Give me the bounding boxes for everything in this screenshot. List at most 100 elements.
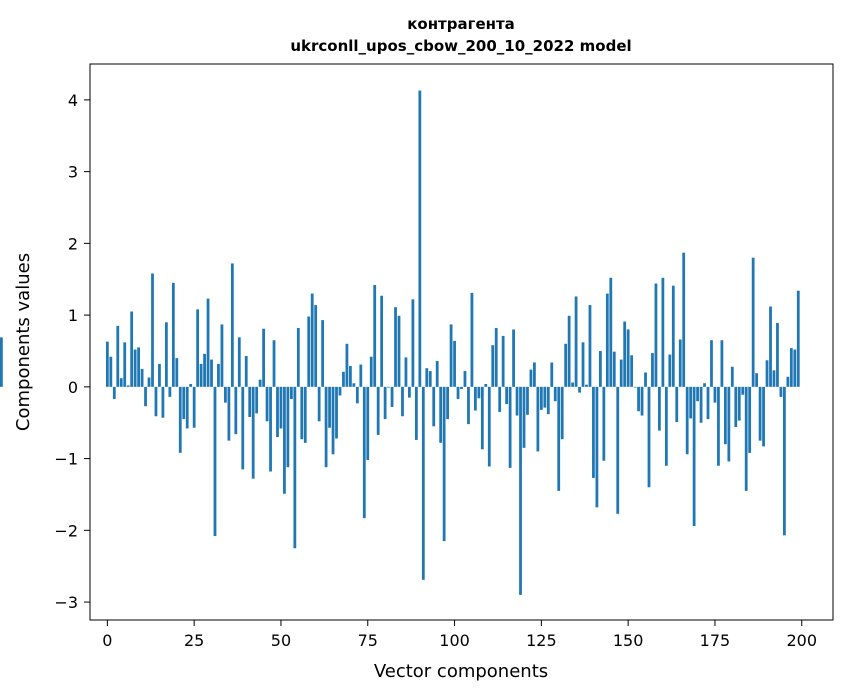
bar-168 [689, 386, 693, 419]
bar-123 [533, 362, 536, 387]
y-tick-label: 0 [68, 378, 78, 397]
bar-159 [658, 386, 661, 431]
bar-17 [164, 322, 168, 387]
bar-136 [578, 386, 581, 393]
bar-91 [421, 386, 425, 580]
bar-102 [460, 386, 463, 389]
bar-45 [262, 328, 265, 387]
bar-9 [137, 347, 140, 387]
x-tick-label: 100 [439, 631, 470, 650]
bar-11 [144, 386, 147, 407]
bar-63 [324, 386, 328, 468]
y-tick-label: −1 [54, 450, 78, 469]
bar-74 [362, 386, 366, 519]
bar-62 [321, 320, 325, 387]
bar-59 [310, 293, 314, 387]
bar-190 [765, 360, 769, 387]
bar-51 [283, 386, 286, 494]
bar-154 [640, 386, 644, 416]
bar-40 [244, 355, 248, 387]
bar-24 [189, 383, 193, 387]
bar-67 [338, 386, 342, 396]
y-axis-label: Components values [13, 253, 34, 431]
bar-175 [713, 386, 717, 403]
bar-105 [470, 292, 474, 387]
x-tick-label: 125 [526, 631, 557, 650]
bar-15 [158, 363, 161, 387]
bar-57 [303, 386, 307, 443]
bar-93 [428, 371, 432, 387]
bar-14 [154, 386, 158, 417]
bar-7 [130, 311, 134, 387]
bar-165 [678, 339, 682, 387]
bar-199 [796, 290, 800, 387]
bar-50 [279, 386, 283, 429]
bar-89 [414, 386, 418, 440]
x-tick-label: 0 [102, 631, 112, 650]
bar-191 [769, 306, 772, 387]
bar-180 [730, 366, 734, 387]
plot-frame [89, 63, 834, 621]
bar-95 [435, 361, 439, 387]
bar-35 [227, 386, 231, 441]
bar-116 [508, 386, 512, 468]
bar-115 [505, 386, 509, 405]
bar-167 [685, 386, 689, 455]
bar-41 [248, 386, 252, 417]
bar-81 [387, 386, 390, 388]
bar-186 [751, 257, 755, 387]
bar-1 [109, 356, 113, 387]
x-axis-ticks: 0 25 50 75 100 125 150 175 200 [102, 620, 817, 650]
bar-132 [564, 343, 568, 387]
bar-161 [664, 386, 668, 466]
bar-109 [484, 383, 488, 387]
bar-129 [553, 386, 557, 402]
bar-179 [727, 386, 731, 462]
x-tick-label: 25 [184, 631, 204, 650]
bar-176 [717, 386, 720, 466]
bar-128 [550, 362, 554, 387]
bar-173 [706, 386, 710, 420]
bar-148 [619, 359, 623, 387]
bar-110 [487, 386, 491, 467]
bar-152 [633, 386, 637, 388]
bar-53 [289, 386, 293, 400]
bar-75 [366, 386, 370, 461]
bar-117 [512, 329, 515, 387]
bar-153 [637, 386, 640, 412]
bar-52 [286, 386, 290, 468]
bar-113 [498, 386, 502, 412]
bar-171 [699, 386, 703, 423]
bar-151 [630, 355, 634, 387]
bar-162 [668, 354, 672, 387]
bar-10 [140, 368, 144, 387]
bar-64 [328, 386, 331, 428]
bar-26 [196, 309, 200, 387]
bar-48 [272, 340, 276, 387]
bar-39 [241, 386, 245, 470]
bar-130 [557, 386, 561, 491]
bar-172 [703, 383, 706, 387]
bar-143 [602, 386, 606, 461]
bar-189 [762, 386, 765, 447]
bar-65 [331, 386, 335, 455]
bar-140 [592, 386, 595, 478]
bar-undefined [0, 337, 3, 387]
bar-185 [748, 386, 752, 453]
bar-87 [408, 386, 411, 398]
bar-198 [793, 349, 797, 387]
bar-188 [758, 386, 762, 441]
bar-13 [151, 273, 154, 387]
bar-90 [418, 90, 422, 387]
bar-30 [210, 359, 213, 387]
bar-119 [519, 386, 522, 595]
bar-164 [675, 386, 679, 422]
bar-146 [612, 351, 616, 387]
bar-197 [789, 348, 793, 387]
bar-37 [234, 386, 238, 435]
bar-22 [182, 386, 186, 420]
bar-88 [411, 299, 415, 387]
bar-163 [671, 285, 675, 387]
bar-166 [682, 252, 686, 387]
bar-133 [567, 315, 571, 387]
